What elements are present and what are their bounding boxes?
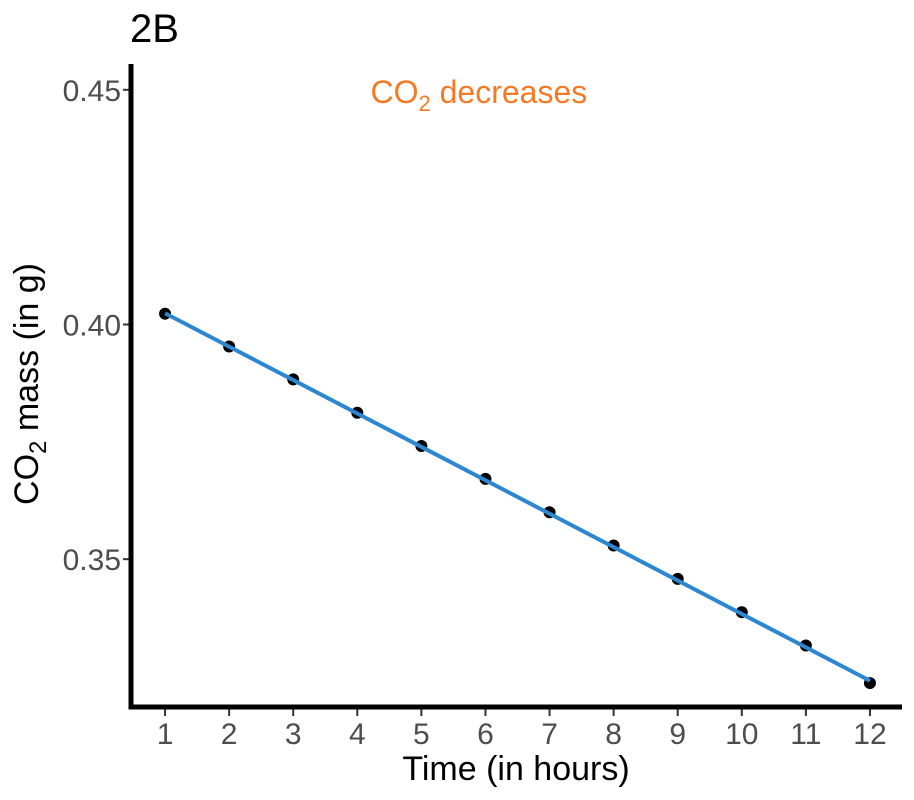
y-tick-label: 0.35: [63, 544, 121, 577]
x-tick-label: 12: [853, 718, 886, 751]
x-tick-label: 3: [285, 718, 302, 751]
x-tick-label: 1: [157, 718, 174, 751]
x-tick-label: 11: [790, 718, 821, 751]
chart-title: 2B: [130, 7, 179, 51]
x-tick-label: 4: [349, 718, 366, 751]
trend-line: [164, 311, 871, 683]
x-tick-label: 5: [413, 718, 430, 751]
annotation-suffix: decreases: [431, 74, 588, 110]
y-axis-title-prefix: CO: [8, 454, 46, 505]
x-tick-label: 6: [477, 718, 494, 751]
annotation: CO2 decreases: [370, 74, 587, 116]
x-tick-label: 9: [669, 718, 686, 751]
y-axis-ticks: 0.35 0.40 0.45: [63, 75, 131, 577]
y-axis-title-suffix: mass (in g): [8, 263, 46, 441]
y-tick-label: 0.45: [63, 75, 121, 108]
x-tick-label: 10: [725, 718, 758, 751]
annotation-prefix: CO: [370, 74, 418, 110]
y-axis-title-subscript: 2: [25, 441, 52, 454]
x-axis-title: Time (in hours): [402, 750, 629, 788]
x-tick-label: 7: [541, 718, 558, 751]
x-tick-label: 2: [221, 718, 238, 751]
y-tick-label: 0.40: [63, 309, 121, 342]
y-axis-title: CO2 mass (in g): [8, 263, 52, 505]
series-layer: [159, 307, 876, 690]
annotation-subscript: 2: [418, 91, 430, 116]
x-tick-label: 8: [605, 718, 622, 751]
x-axis-ticks: 1 2 3 4 5 6 7 8 9 10 11 12: [157, 707, 887, 751]
